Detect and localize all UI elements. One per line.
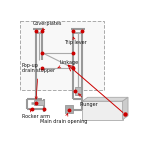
- Text: Trip lever: Trip lever: [64, 37, 86, 45]
- Text: Coverplates: Coverplates: [33, 21, 62, 30]
- Text: Linkage: Linkage: [58, 60, 79, 68]
- Text: Main drain opening: Main drain opening: [40, 114, 88, 124]
- Polygon shape: [82, 97, 128, 101]
- Polygon shape: [82, 101, 123, 120]
- Text: Plunger: Plunger: [79, 94, 98, 107]
- Bar: [65, 105, 73, 113]
- Polygon shape: [123, 97, 128, 120]
- Bar: [20, 21, 104, 90]
- Text: Rocker arm: Rocker arm: [22, 109, 50, 119]
- Text: Pop-up
drain stopper: Pop-up drain stopper: [22, 63, 55, 99]
- Bar: [34, 100, 44, 105]
- Bar: [75, 87, 81, 95]
